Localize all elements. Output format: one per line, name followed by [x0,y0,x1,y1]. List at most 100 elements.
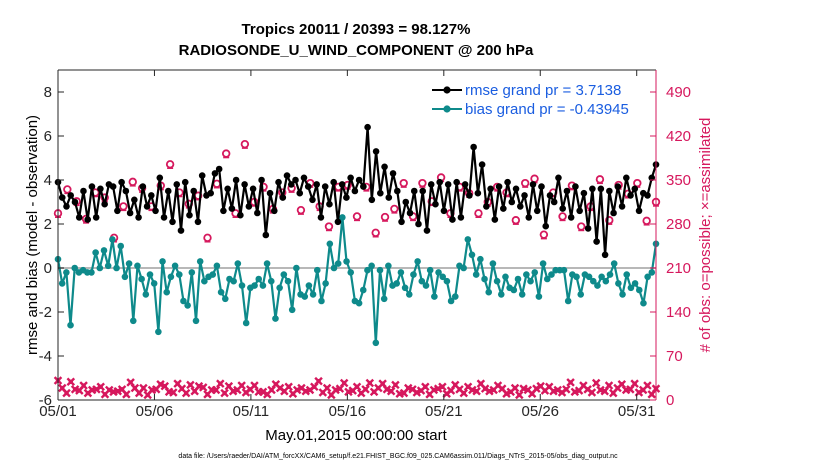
bias-point [318,297,325,305]
bias-point [481,275,488,283]
assimilated-marker-core [423,384,428,389]
assimilated-marker-core [316,378,321,384]
bias-point [313,266,321,274]
rmse-point [266,189,274,197]
bias-series [54,214,660,347]
assimilated-marker-core [68,379,74,384]
rmse-point [597,185,605,193]
assimilated-marker-core [77,388,82,393]
plot-area [58,70,656,400]
y-tick-label-right: 0 [666,392,674,409]
y-tick-label-left: 4 [44,172,52,189]
rmse-point [334,218,342,226]
y-tick-label-left: 6 [44,128,52,145]
bias-point [213,262,221,270]
possible-marker [296,205,306,215]
bias-point [175,271,183,278]
legend-rmse-label: rmse grand pr = 3.7138 [465,82,621,99]
bias-point [100,247,108,254]
rmse-point [228,205,236,212]
rmse-point [593,238,600,245]
bias-point [619,291,626,298]
possible-marker [119,202,128,212]
assimilated-marker-core [564,387,569,392]
assimilated-marker [339,378,349,388]
assimilated-marker [352,382,362,392]
rmse-point [330,178,337,186]
rmse-point [67,192,75,199]
bias-point [364,266,371,274]
rmse-point [321,183,329,190]
rmse-point [500,205,507,212]
rmse-point [245,203,253,210]
bias-point [535,293,543,300]
bias-point [451,293,459,300]
bias-point [113,264,120,272]
bias-point [615,280,622,287]
assimilated-marker [79,381,88,390]
bias-point [134,262,141,270]
assimilated-marker-core [154,387,159,392]
rmse-point [432,200,439,208]
assimilated-marker-core [171,390,176,395]
rmse-point [470,143,477,151]
assimilated-marker-core [341,380,347,386]
bias-point [293,264,300,272]
bias-point [431,293,438,300]
bias-point [343,258,350,265]
bias-point [142,291,150,298]
bias-point [339,214,346,221]
bias-point [493,277,501,285]
bias-point [393,280,401,287]
rmse-point [71,198,79,206]
bias-point [276,284,283,292]
rmse-line [56,126,658,256]
bias-point [627,284,635,292]
assimilated-marker-core [512,385,518,391]
rmse-point [114,207,121,215]
y-ticks-left: -6 -4 -2 0 2 4 6 8 [39,84,64,409]
assimilated-marker-core [124,392,129,397]
possible-marker [399,178,408,188]
possible-marker [595,175,605,185]
possible-marker [371,228,380,238]
rmse-point [385,194,393,201]
legend-bias-label: bias grand pr = -0.43945 [465,101,629,118]
rmse-point [207,189,214,197]
rmse-point [262,231,270,239]
bias-point [589,277,597,285]
rmse-point [402,198,410,206]
assimilated-marker-core [393,382,398,388]
rmse-series [54,123,660,259]
y-tick-label-left: -6 [39,392,52,409]
assimilated-marker-core [213,387,219,393]
bias-point [401,284,409,292]
rmse-point [92,214,100,221]
rmse-point [644,192,651,199]
rmse-point [559,205,566,212]
assimilated-marker [510,383,520,393]
bias-point [63,269,70,276]
rmse-point [131,196,138,204]
bias-point [284,277,292,285]
bias-point [230,277,237,285]
assimilated-marker [587,388,597,397]
rmse-point [177,227,185,234]
rmse-point [377,189,384,197]
bias-point [543,275,551,283]
rmse-point [101,200,108,208]
assimilated-marker [438,382,447,392]
possible-marker [520,178,530,188]
assimilated-marker-core [461,390,466,396]
assimilated-marker-core [329,392,334,398]
y-tick-label-left: 2 [44,216,52,233]
possible-marker [390,204,399,214]
rmse-point [249,185,257,193]
rmse-point [343,194,350,201]
rmse-point [351,187,359,195]
rmse-point [173,181,181,188]
rmse-point [292,176,299,184]
y-tick-label-right: 420 [666,128,691,145]
bias-point [255,275,263,283]
assimilated-marker [203,390,212,399]
